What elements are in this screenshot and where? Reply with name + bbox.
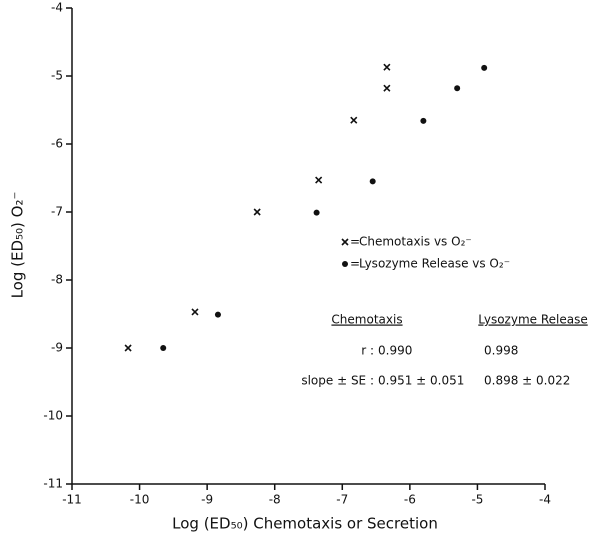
legend-marker bbox=[341, 238, 349, 246]
x-tick-label: -10 bbox=[130, 493, 150, 507]
y-tick-label: -5 bbox=[51, 69, 63, 83]
point bbox=[420, 117, 427, 124]
point bbox=[124, 344, 132, 352]
y-tick-label: -4 bbox=[51, 1, 63, 15]
point bbox=[481, 64, 488, 71]
y-tick-label: -10 bbox=[43, 409, 63, 423]
x-tick-label: -9 bbox=[201, 493, 213, 507]
legend-separator: = bbox=[350, 257, 360, 271]
x-tick-label: -8 bbox=[269, 493, 281, 507]
legend-marker bbox=[342, 261, 348, 267]
x-tick-label: -11 bbox=[62, 493, 82, 507]
point bbox=[214, 311, 221, 318]
table-header: Lysozyme Release bbox=[478, 313, 587, 327]
point bbox=[383, 84, 391, 92]
y-axis-label: Log (ED₅₀) O₂⁻ bbox=[9, 192, 27, 299]
point bbox=[369, 178, 376, 185]
point bbox=[383, 63, 391, 71]
point bbox=[315, 176, 323, 184]
y-tick-label: -6 bbox=[51, 137, 63, 151]
table-value: 0.951 ± 0.051 bbox=[378, 374, 464, 388]
x-tick-label: -5 bbox=[471, 493, 483, 507]
point bbox=[160, 345, 167, 351]
y-tick-label: -8 bbox=[51, 273, 63, 287]
point bbox=[253, 208, 261, 216]
legend-separator: = bbox=[350, 235, 360, 249]
y-tick-label: -7 bbox=[51, 205, 63, 219]
table-row-label: slope ± SE : bbox=[301, 374, 374, 388]
table-row-label: r : bbox=[361, 344, 374, 358]
y-tick-label: -9 bbox=[51, 341, 63, 355]
legend-label: Lysozyme Release vs O₂⁻ bbox=[359, 257, 510, 271]
x-axis-label: Log (ED₅₀) Chemotaxis or Secretion bbox=[172, 515, 438, 533]
point bbox=[454, 85, 461, 92]
x-tick-label: -7 bbox=[336, 493, 348, 507]
y-tick-label: -11 bbox=[43, 477, 63, 491]
table-value: 0.990 bbox=[378, 344, 412, 358]
table-value: 0.898 ± 0.022 bbox=[484, 374, 570, 388]
table-header: Chemotaxis bbox=[331, 313, 402, 327]
x-tick-label: -4 bbox=[539, 493, 551, 507]
x-tick-label: -6 bbox=[404, 493, 416, 507]
table-value: 0.998 bbox=[484, 344, 518, 358]
point bbox=[350, 116, 358, 124]
legend-label: Chemotaxis vs O₂⁻ bbox=[359, 235, 472, 249]
point bbox=[191, 308, 199, 316]
point bbox=[313, 209, 320, 216]
